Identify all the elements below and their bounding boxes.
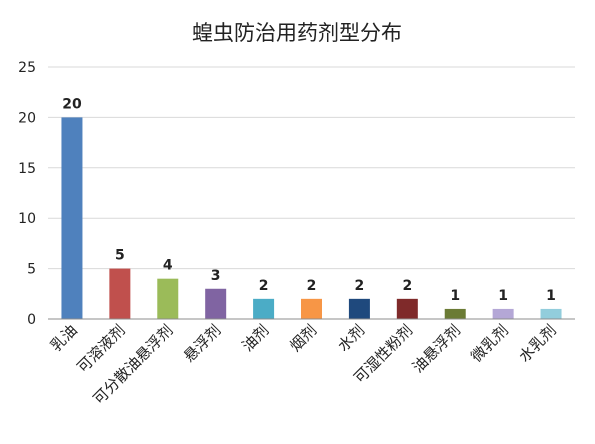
bar	[109, 268, 131, 319]
x-tick-label: 油剂	[238, 321, 272, 355]
bar	[492, 308, 514, 319]
gridlines	[48, 66, 575, 270]
x-tick-label: 油悬浮剂	[409, 321, 464, 376]
bar	[157, 278, 179, 319]
bar	[61, 117, 83, 320]
bar	[348, 298, 370, 319]
chart-title: 蝗虫防治用药剂型分布	[192, 21, 402, 45]
bar	[444, 308, 466, 319]
bar	[301, 298, 322, 319]
y-tick-label: 0	[27, 312, 36, 328]
y-tick-label: 25	[18, 60, 36, 76]
x-tick-label: 悬浮剂	[180, 321, 225, 366]
bar	[205, 288, 227, 319]
bar	[253, 298, 275, 319]
x-tick-label: 水剂	[334, 321, 368, 355]
x-tick-label: 乳油	[47, 321, 81, 355]
data-labels: 20 5 4 3 2 2 2 2 1 1 1	[62, 96, 556, 304]
bar	[540, 308, 562, 319]
data-label: 2	[402, 278, 412, 294]
y-tick-label: 15	[18, 161, 36, 177]
data-label: 1	[498, 288, 508, 304]
x-tick-label: 微乳剂	[467, 321, 512, 366]
data-label: 2	[355, 278, 365, 294]
x-tick-label: 水乳剂	[515, 321, 560, 366]
data-label: 20	[62, 96, 82, 112]
data-label: 2	[307, 278, 317, 294]
data-label: 1	[450, 288, 460, 304]
y-tick-label: 5	[27, 262, 36, 278]
bar	[396, 298, 418, 319]
data-label: 4	[163, 258, 173, 274]
x-tick-label: 烟剂	[286, 321, 320, 355]
y-tick-label: 20	[18, 110, 36, 126]
data-label: 5	[115, 248, 125, 264]
data-label: 1	[546, 288, 556, 304]
data-label: 2	[259, 278, 269, 294]
data-label: 3	[211, 268, 221, 284]
y-axis-ticks: 0 5 10 15 20 25	[18, 60, 36, 328]
y-tick-label: 10	[18, 211, 36, 227]
bars	[61, 117, 562, 320]
